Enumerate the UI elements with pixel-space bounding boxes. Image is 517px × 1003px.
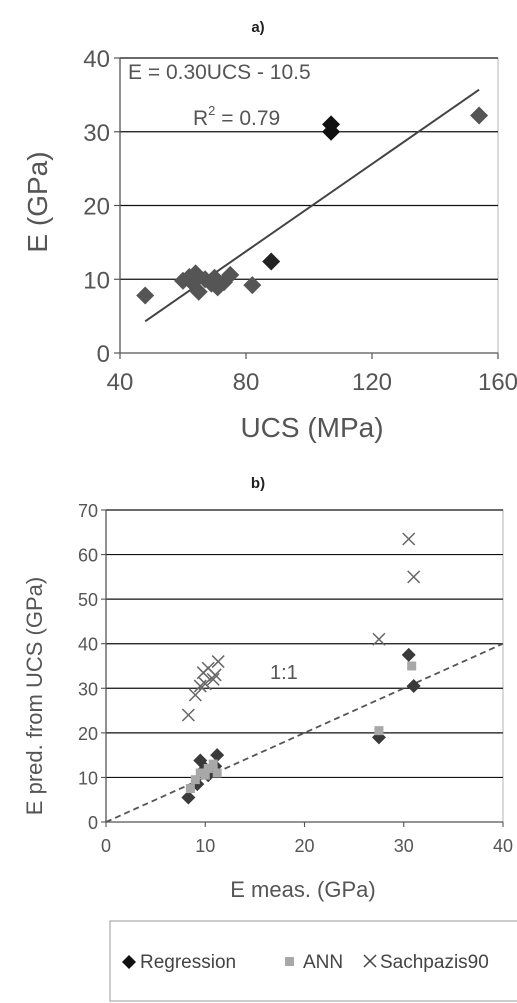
one-to-one-dashed-line [105,642,504,823]
panel-a-x-axis-title: UCS (MPa) [240,412,383,443]
legend-box [109,920,517,1002]
sachpazis-point [206,672,220,686]
x-tick-label: 80 [233,369,260,396]
panel-a-y-axis-title: E (GPa) [22,151,53,252]
sachpazis-point-stroke [211,655,225,669]
panel-b-axes [101,509,504,827]
regression-point [181,790,196,805]
sachpazis-legend-icon-stroke [363,954,377,968]
panel-a-points [136,106,489,305]
data-point [470,106,489,125]
y-tick-label: 20 [78,724,98,744]
panel-a-tick-labels: 0 10 20 30 40 40 80 120 160 [83,46,517,396]
regression-point [210,748,225,763]
plot-area-border [105,509,504,823]
x-tick-label: 0 [101,836,111,856]
y-tick-label: 60 [78,546,98,566]
sachpazis-point-stroke [188,688,202,702]
y-tick-label: 70 [78,501,98,521]
sachpazis-point-stroke [407,570,421,584]
ann-point [203,764,213,774]
panel-a-label: a) [251,19,264,36]
sachpazis-legend-label: Sachpazis90 [380,952,489,973]
legend: Regression ANN Sachpazis90 [122,952,489,973]
ann-point [200,770,210,780]
ann-point [208,759,218,769]
x-tick-label: 30 [394,836,414,856]
regression-legend-label: Regression [140,952,236,973]
data-point [221,265,240,284]
r-squared-label: R2 = 0.79 [193,103,280,130]
r-squared-value: = 0.79 [215,107,280,130]
y-tick-label: 0 [97,341,110,368]
y-tick-label: 20 [83,194,110,221]
regression-point [401,647,416,662]
x-tick-label: 40 [107,369,134,396]
ann-point [185,784,195,794]
panel-b-y-axis-title: E pred. from UCS (GPa) [22,577,47,815]
y-tick-label: 0 [88,813,98,833]
ann-point [212,768,222,778]
y-tick-label: 30 [83,120,110,147]
panel-a-axes [114,57,499,359]
ann-point [190,775,200,785]
sachpazis-point-stroke [201,661,215,675]
y-tick-label: 40 [78,635,98,655]
panel-b-points [181,532,421,805]
data-point [262,252,281,271]
ann-legend-icon [285,957,294,966]
x-tick-label: 160 [478,369,517,396]
sachpazis-point [208,668,222,682]
sachpazis-point-stroke [181,708,195,722]
panel-a-gridlines [119,57,499,354]
ann-point [407,661,417,671]
data-point [189,282,208,301]
x-tick-label: 20 [294,836,314,856]
sachpazis-point [188,688,202,702]
sachpazis-point-stroke [372,632,386,646]
x-tick-label: 40 [493,836,513,856]
one-to-one-label: 1:1 [270,662,298,684]
x-tick-label: 120 [352,369,392,396]
y-tick-label: 30 [78,679,98,699]
regression-equation: E = 0.30UCS - 10.5 [128,61,311,84]
sachpazis-point-stroke [208,668,222,682]
r-squared-prefix: R [193,107,208,130]
data-point [243,276,262,295]
sachpazis-point [407,570,421,584]
sachpazis-point-stroke [402,532,416,546]
y-tick-label: 10 [78,768,98,788]
ann-legend-label: ANN [303,952,343,973]
y-tick-label: 40 [83,46,110,73]
panel-b-gridlines [105,509,504,823]
ann-point [195,768,205,778]
sachpazis-point [181,708,195,722]
panel-b-tick-labels: 0 10 20 30 40 50 60 70 0 10 20 30 40 [78,501,513,856]
sachpazis-point [402,532,416,546]
sachpazis-point-stroke [206,672,220,686]
y-tick-label: 50 [78,590,98,610]
one-to-one-line [105,642,504,823]
sachpazis-legend-icon [363,954,377,968]
data-point [322,122,341,141]
y-tick-label: 10 [83,267,110,294]
sachpazis-point [211,655,225,669]
x-tick-label: 10 [195,836,215,856]
data-point [136,286,155,305]
panel-b-label: b) [251,475,265,492]
r-squared-superscript: 2 [208,103,215,118]
regression-point [406,679,421,694]
regression-legend-icon [122,955,136,969]
sachpazis-point [372,632,386,646]
ann-point [374,726,384,736]
panel-b-x-axis-title: E meas. (GPa) [230,877,375,902]
